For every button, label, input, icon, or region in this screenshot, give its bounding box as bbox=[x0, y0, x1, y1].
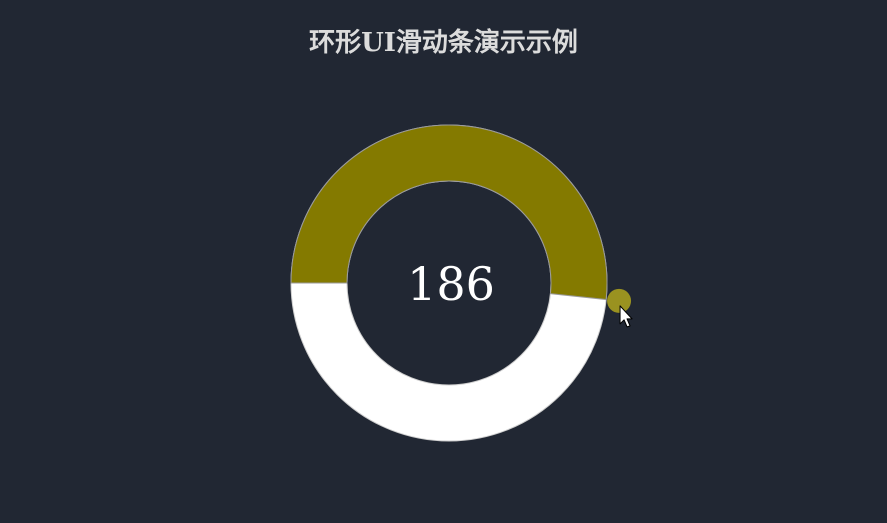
slider-handle[interactable] bbox=[607, 288, 632, 313]
page-title: 环形UI滑动条演示示例 bbox=[309, 28, 578, 58]
slider-fill-arc[interactable] bbox=[290, 124, 608, 301]
mouse-pointer-icon bbox=[619, 305, 633, 328]
slider-value: 186 bbox=[407, 257, 495, 311]
